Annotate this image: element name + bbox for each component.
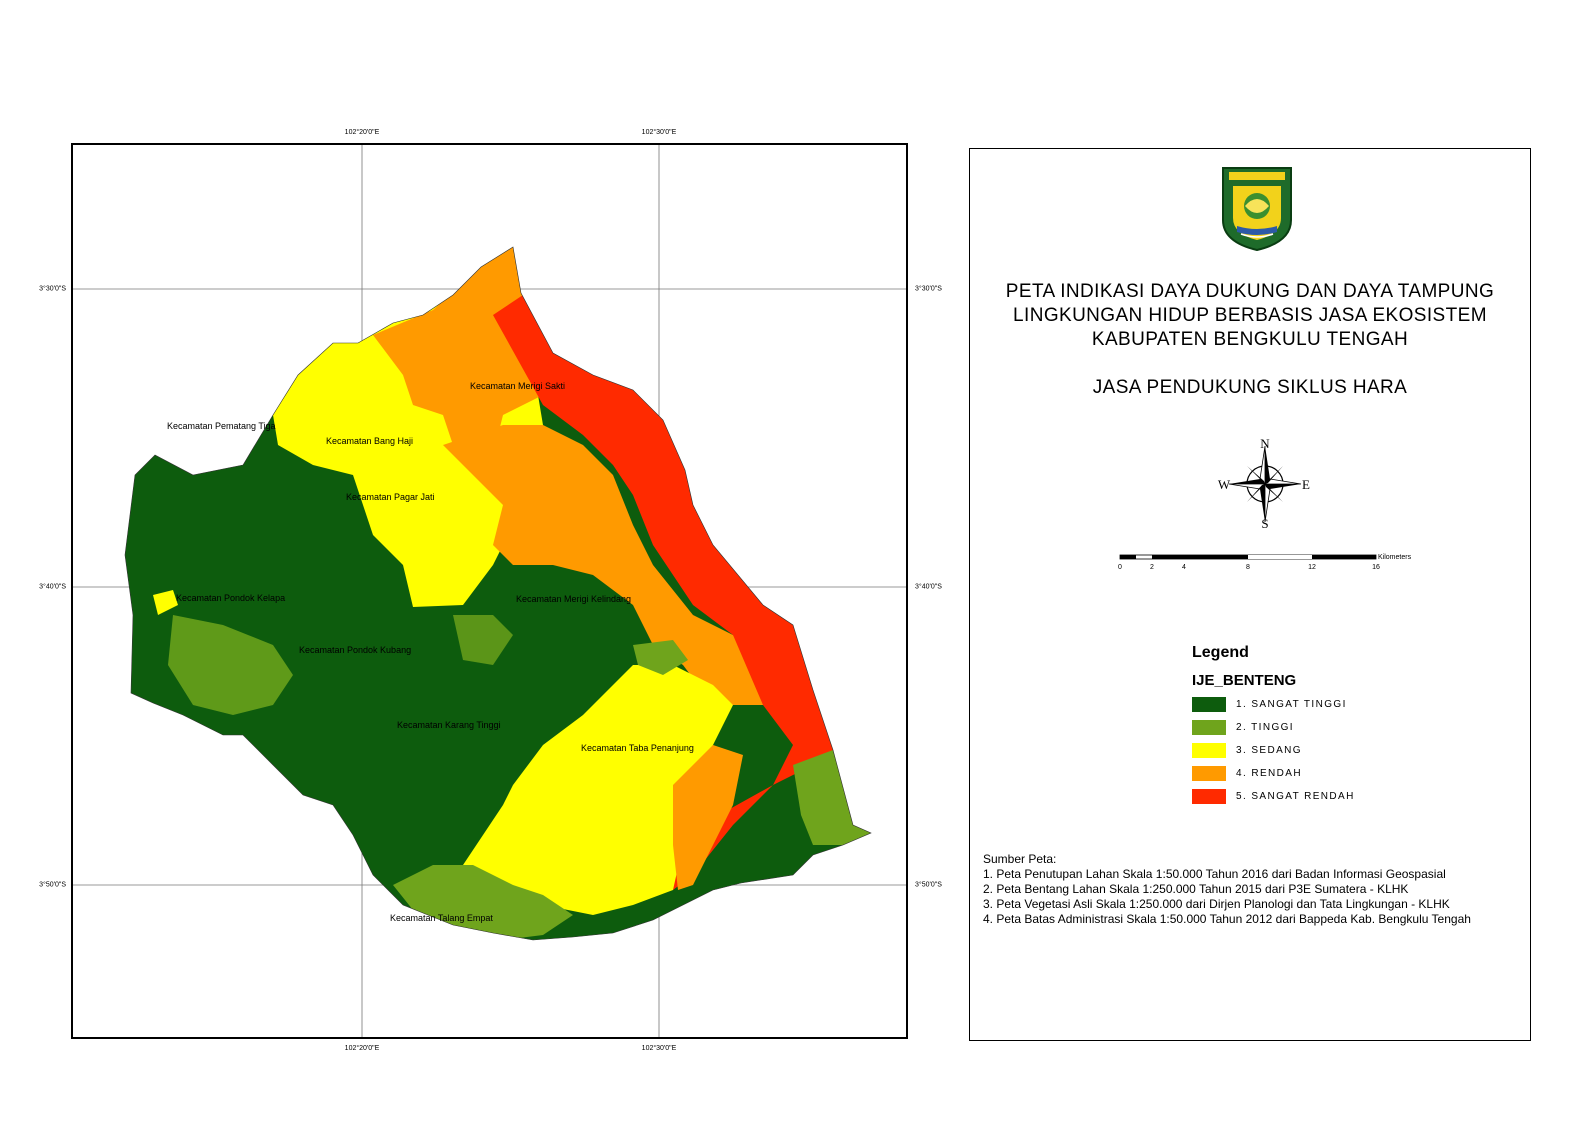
legend-panel	[969, 148, 1531, 1041]
class-tinggi-west	[168, 615, 293, 715]
label-pondok-kubang: Kecamatan Pondok Kubang	[299, 645, 412, 655]
map-title-line-3: KABUPATEN BENGKULU TENGAH	[1091, 329, 1409, 350]
sources-heading: Sumber Peta:	[983, 852, 1057, 866]
scale-tick-16: 16	[1372, 564, 1380, 571]
source-item: 2. Peta Bentang Lahan Skala 1:250.000 Ta…	[983, 882, 1409, 896]
class-sedang-south	[463, 665, 733, 915]
graticule-label-top-2: 102°30'0"E	[641, 129, 677, 136]
source-item: 4. Peta Batas Administrasi Skala 1:50.00…	[983, 912, 1471, 926]
legend-item-label: 2. TINGGI	[1236, 722, 1294, 733]
map-title-line-1: PETA INDIKASI DAYA DUKUNG DAN DAYA TAMPU…	[1005, 281, 1495, 302]
compass-rose-icon: N S E W	[1218, 436, 1310, 531]
source-item: 1. Peta Penutupan Lahan Skala 1:50.000 T…	[983, 867, 1446, 881]
graticule-label-bottom-2: 102°30'0"E	[641, 1045, 677, 1052]
scale-tick-0: 0	[1118, 564, 1122, 571]
legend-item-label: 5. SANGAT RENDAH	[1236, 791, 1355, 802]
class-rendah-south	[673, 745, 743, 890]
graticule-label-right-1: 3°30'0"S	[915, 285, 942, 293]
class-sedang-west	[153, 590, 178, 615]
legend-swatch	[1192, 743, 1226, 758]
legend-item-rendah: 4. RENDAH	[1192, 766, 1302, 781]
scale-tick-8: 8	[1246, 564, 1250, 571]
legend-item-sangat-tinggi: 1. SANGAT TINGGI	[1192, 697, 1347, 712]
graticule-label-top-1: 102°20'0"E	[344, 129, 380, 136]
label-pematang-tiga: Kecamatan Pematang Tiga	[167, 421, 276, 431]
label-merigi-kelindang: Kecamatan Merigi Kelindang	[516, 594, 632, 604]
graticule-label-right-3: 3°50'0"S	[915, 881, 942, 889]
legend-item-label: 1. SANGAT TINGGI	[1236, 699, 1347, 710]
scale-tick-12: 12	[1308, 564, 1316, 571]
legend-item-sangat-rendah: 5. SANGAT RENDAH	[1192, 789, 1355, 804]
source-item: 3. Peta Vegetasi Asli Skala 1:250.000 da…	[983, 897, 1450, 911]
label-merigi-sakti: Kecamatan Merigi Sakti	[470, 381, 566, 391]
class-rendah-central	[443, 425, 773, 705]
classified-region	[125, 247, 871, 940]
bengkulu-tengah-emblem-icon	[1222, 167, 1292, 252]
map-subtitle: JASA PENDUKUNG SIKLUS HARA	[1092, 377, 1408, 398]
label-karang-tinggi: Kecamatan Karang Tinggi	[397, 720, 501, 730]
scale-tick-2: 2	[1150, 564, 1154, 571]
graticule-label-left-1: 3°30'0"S	[39, 285, 66, 293]
graticule-label-left-2: 3°40'0"S	[39, 583, 66, 591]
map-canvas[interactable]	[73, 145, 906, 1037]
graticule-label-left-3: 3°50'0"S	[39, 881, 66, 889]
class-tinggi-center	[453, 615, 513, 665]
compass-e: E	[1302, 477, 1310, 492]
compass-w: W	[1218, 477, 1231, 492]
legend-item-tinggi: 2. TINGGI	[1192, 720, 1294, 735]
region-boundary	[124, 246, 872, 941]
class-sangat-rendah-east	[493, 295, 833, 890]
label-pagar-jati: Kecamatan Pagar Jati	[346, 492, 435, 502]
graticule-label-bottom-1: 102°20'0"E	[344, 1045, 380, 1052]
class-rendah-north	[373, 247, 543, 455]
map-sources: Sumber Peta: 1. Peta Penutupan Lahan Ska…	[983, 852, 1471, 927]
label-bang-haji: Kecamatan Bang Haji	[326, 436, 414, 446]
class-tinggi-south	[393, 865, 573, 940]
scale-unit: Kilometers	[1378, 554, 1412, 561]
graticule-label-right-2: 3°40'0"S	[915, 583, 942, 591]
compass-n: N	[1260, 436, 1270, 451]
legend-swatch	[1192, 789, 1226, 804]
label-taba-penanjung: Kecamatan Taba Penanjung	[581, 743, 694, 753]
scale-bar: Kilometers 0 2 4 8 12 16	[1118, 554, 1412, 571]
class-tinggi-mouth	[633, 640, 688, 675]
legend-layer-name: IJE_BENTENG	[1192, 672, 1297, 689]
map-frame[interactable]	[71, 143, 908, 1039]
label-talang-empat: Kecamatan Talang Empat	[390, 913, 493, 923]
legend-item-label: 3. SEDANG	[1236, 745, 1302, 756]
legend-swatch	[1192, 697, 1226, 712]
class-tinggi-east	[793, 750, 871, 845]
legend-swatch	[1192, 720, 1226, 735]
compass-s: S	[1261, 516, 1268, 531]
label-pondok-kelapa: Kecamatan Pondok Kelapa	[176, 593, 286, 603]
legend-heading: Legend	[1192, 644, 1249, 661]
map-title-line-2: LINGKUNGAN HIDUP BERBASIS JASA EKOSISTEM	[1013, 305, 1487, 326]
legend-item-label: 4. RENDAH	[1236, 768, 1302, 779]
legend-swatch	[1192, 766, 1226, 781]
legend-item-sedang: 3. SEDANG	[1192, 743, 1302, 758]
scale-tick-4: 4	[1182, 564, 1186, 571]
